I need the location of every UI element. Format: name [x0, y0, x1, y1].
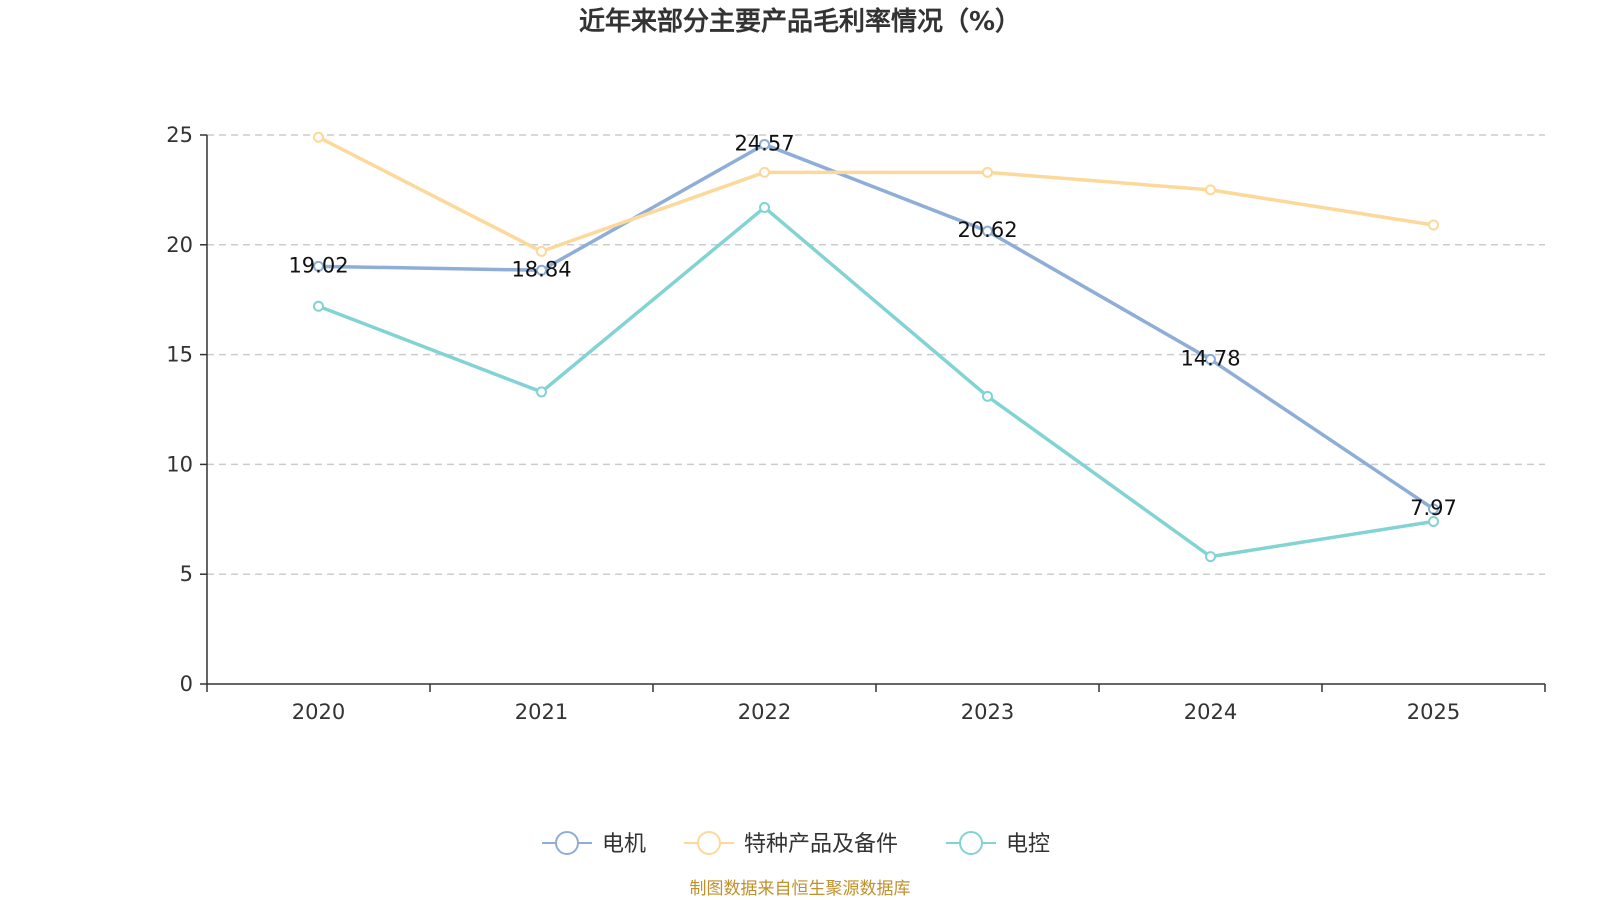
legend-item-0[interactable]: 电机	[542, 831, 646, 857]
series-line	[317, 205, 1434, 559]
data-point	[536, 245, 547, 257]
chart-title: 近年来部分主要产品毛利率情况（%）	[578, 7, 1022, 37]
y-tick-label: 25	[166, 123, 193, 147]
series-lines	[313, 131, 1439, 563]
data-point	[536, 386, 547, 398]
legend-marker-icon	[555, 831, 579, 855]
x-tick-label: 2022	[738, 700, 791, 724]
legend-label: 电控	[1006, 832, 1050, 857]
data-point	[536, 264, 547, 276]
data-point	[313, 300, 324, 312]
legend[interactable]: 电机 特种产品及备件 电控	[542, 831, 1050, 857]
data-label: 19.02	[288, 253, 348, 277]
data-point	[1428, 515, 1439, 527]
data-point	[313, 131, 324, 143]
y-tick-label: 5	[180, 562, 193, 586]
legend-item-1[interactable]: 特种产品及备件	[684, 831, 898, 857]
series-line	[318, 142, 1435, 511]
data-point	[982, 390, 993, 402]
data-point	[759, 166, 770, 178]
x-tick-label: 2023	[961, 700, 1014, 724]
source-note: 制图数据来自恒生聚源数据库	[689, 879, 911, 899]
data-label: 7.97	[1410, 496, 1457, 520]
x-tick-label: 2025	[1407, 700, 1460, 724]
legend-label: 特种产品及备件	[744, 832, 898, 857]
data-labels: 19.02 18.84 24.57 20.62 14.78 7.97	[288, 131, 1456, 520]
data-label: 18.84	[511, 257, 571, 281]
data-point	[1428, 219, 1439, 231]
x-tick-label: 2024	[1184, 700, 1237, 724]
data-point	[759, 201, 770, 213]
data-label: 20.62	[957, 218, 1017, 242]
series-line	[317, 135, 1434, 254]
data-point	[1205, 353, 1216, 365]
series-1	[313, 131, 1439, 257]
data-point	[1428, 503, 1439, 515]
data-point	[982, 225, 993, 237]
legend-marker-icon	[959, 831, 983, 855]
y-tick-label: 10	[166, 452, 193, 476]
data-point	[313, 260, 324, 272]
data-point	[759, 138, 770, 150]
data-point	[982, 166, 993, 178]
y-tick-label: 20	[166, 233, 193, 257]
series-0	[313, 138, 1439, 515]
data-point	[1205, 551, 1216, 563]
y-tick-label: 0	[180, 672, 193, 696]
x-tick-label: 2021	[515, 700, 568, 724]
legend-label: 电机	[602, 832, 646, 857]
series-2	[313, 201, 1439, 563]
grid-lines	[207, 134, 1545, 575]
data-point	[1205, 184, 1216, 196]
legend-item-2[interactable]: 电控	[946, 831, 1050, 857]
y-tick-label: 15	[166, 343, 193, 367]
data-label: 24.57	[734, 131, 794, 155]
data-label: 14.78	[1180, 346, 1240, 370]
x-tick-label: 2020	[292, 700, 345, 724]
legend-marker-icon	[697, 831, 721, 855]
